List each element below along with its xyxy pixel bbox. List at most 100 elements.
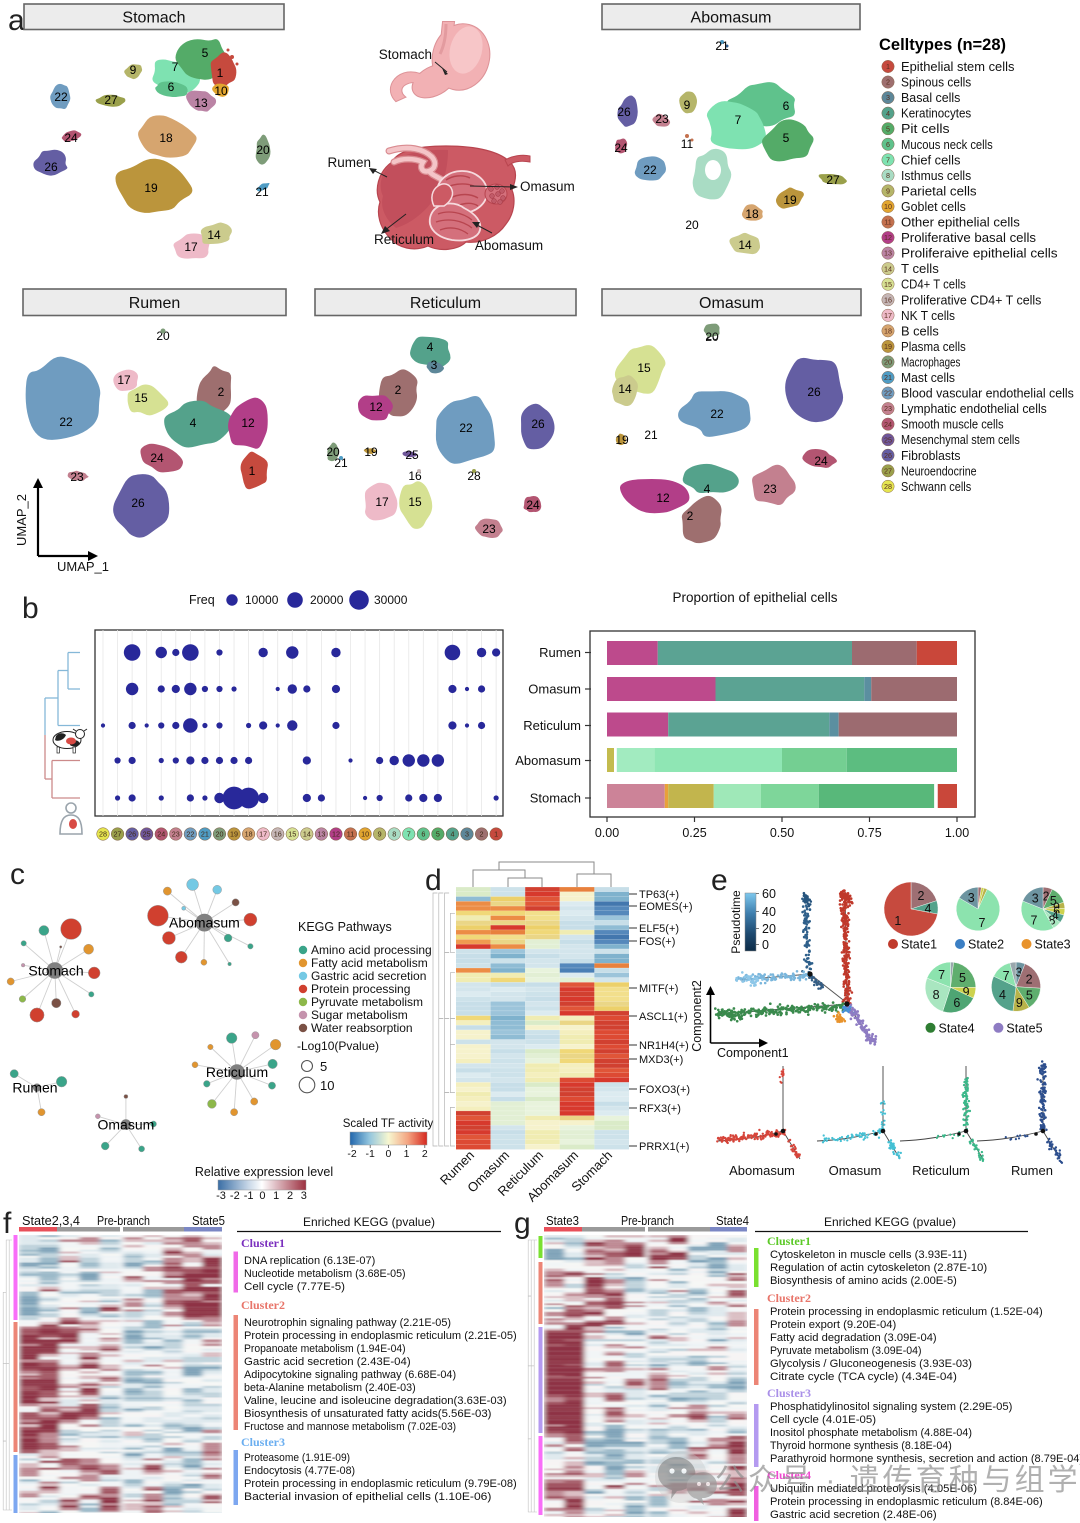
svg-text:State1: State1 — [901, 938, 937, 952]
svg-text:Basal cells: Basal cells — [901, 90, 961, 105]
svg-text:14: 14 — [738, 238, 752, 252]
svg-text:Parietal cells: Parietal cells — [901, 183, 977, 198]
svg-text:NR1H4(+): NR1H4(+) — [639, 1040, 689, 1052]
svg-text:7: 7 — [979, 916, 986, 930]
svg-text:RFX3(+): RFX3(+) — [639, 1103, 681, 1115]
svg-text:21: 21 — [715, 39, 729, 53]
svg-text:18: 18 — [745, 207, 759, 221]
svg-text:22: 22 — [884, 389, 892, 398]
svg-text:21: 21 — [715, 39, 729, 53]
svg-text:8: 8 — [933, 988, 940, 1002]
svg-text:6: 6 — [783, 99, 790, 113]
svg-text:22: 22 — [459, 421, 473, 435]
svg-text:26: 26 — [44, 160, 58, 174]
svg-text:22: 22 — [186, 830, 194, 839]
svg-text:26: 26 — [807, 385, 821, 399]
svg-text:Component2: Component2 — [690, 980, 704, 1052]
svg-text:Keratinocytes: Keratinocytes — [901, 106, 972, 121]
svg-text:26: 26 — [128, 830, 136, 839]
svg-text:26: 26 — [531, 417, 545, 431]
svg-text:B cells: B cells — [901, 323, 939, 338]
svg-text:Sugar metabolism: Sugar metabolism — [311, 1008, 408, 1022]
svg-text:0: 0 — [259, 1190, 265, 1202]
svg-text:Omasum: Omasum — [528, 682, 581, 697]
svg-text:Stomach: Stomach — [28, 963, 83, 979]
svg-text:22: 22 — [643, 163, 657, 177]
svg-text:Mesenchymal stem cells: Mesenchymal stem cells — [901, 432, 1020, 447]
svg-text:10: 10 — [214, 84, 228, 98]
svg-text:Stomach: Stomach — [122, 9, 185, 26]
svg-text:15: 15 — [637, 361, 651, 375]
svg-text:Lymphatic endothelial cells: Lymphatic endothelial cells — [901, 401, 1047, 416]
svg-text:Abomasum: Abomasum — [169, 915, 240, 931]
svg-text:Freq: Freq — [189, 593, 215, 607]
svg-text:1: 1 — [494, 830, 498, 839]
svg-text:Rumen: Rumen — [12, 1080, 57, 1096]
svg-text:28: 28 — [99, 830, 107, 839]
svg-text:60: 60 — [762, 887, 776, 901]
svg-text:6: 6 — [1053, 905, 1060, 919]
svg-text:0.75: 0.75 — [857, 826, 881, 840]
svg-text:1: 1 — [886, 62, 890, 71]
svg-text:14: 14 — [303, 830, 311, 839]
svg-text:14: 14 — [207, 228, 221, 242]
svg-text:FOS(+): FOS(+) — [639, 936, 675, 948]
svg-text:9: 9 — [684, 98, 691, 112]
svg-text:Pyruvate metabolism: Pyruvate metabolism — [311, 995, 423, 1009]
svg-text:a: a — [8, 4, 25, 37]
svg-text:24: 24 — [814, 454, 828, 468]
svg-text:0: 0 — [762, 938, 769, 952]
svg-text:4: 4 — [886, 109, 890, 118]
svg-text:20: 20 — [326, 445, 340, 459]
svg-text:27: 27 — [884, 466, 892, 475]
svg-text:24: 24 — [614, 141, 628, 155]
svg-text:21: 21 — [334, 456, 348, 470]
svg-text:18: 18 — [159, 131, 173, 145]
svg-text:UMAP_1: UMAP_1 — [57, 559, 109, 574]
svg-text:9: 9 — [886, 187, 890, 196]
svg-text:3: 3 — [886, 93, 890, 102]
svg-text:15: 15 — [408, 495, 422, 509]
svg-text:ELF5(+): ELF5(+) — [639, 923, 679, 935]
svg-text:27: 27 — [826, 173, 840, 187]
svg-text:5: 5 — [202, 46, 209, 60]
svg-text:4: 4 — [704, 482, 711, 496]
svg-text:2: 2 — [287, 1190, 293, 1202]
svg-text:5: 5 — [1026, 989, 1033, 1003]
svg-text:7: 7 — [1030, 913, 1037, 927]
svg-text:1: 1 — [217, 66, 224, 80]
svg-text:9: 9 — [1053, 901, 1060, 915]
svg-text:Water reabsorption: Water reabsorption — [311, 1021, 413, 1035]
svg-text:15: 15 — [134, 391, 148, 405]
svg-text:Reticulum: Reticulum — [206, 1064, 268, 1080]
svg-text:Stomach: Stomach — [379, 47, 432, 62]
svg-text:Schwann cells: Schwann cells — [901, 479, 972, 494]
svg-text:-2: -2 — [230, 1190, 240, 1202]
svg-text:MITF(+): MITF(+) — [639, 983, 678, 995]
svg-text:15: 15 — [884, 280, 892, 289]
svg-text:Celltypes (n=28): Celltypes (n=28) — [879, 36, 1006, 54]
svg-text:Omasum: Omasum — [829, 1163, 882, 1178]
svg-text:9: 9 — [378, 830, 382, 839]
svg-text:8: 8 — [392, 830, 396, 839]
svg-text:8: 8 — [1048, 913, 1055, 927]
svg-text:Component1: Component1 — [717, 1046, 789, 1060]
svg-text:12: 12 — [656, 491, 670, 505]
svg-text:23: 23 — [70, 470, 84, 484]
svg-text:11: 11 — [884, 218, 891, 227]
svg-text:19: 19 — [144, 181, 158, 195]
svg-text:Rumen: Rumen — [1011, 1163, 1053, 1178]
svg-text:13: 13 — [884, 249, 892, 258]
svg-text:26: 26 — [884, 451, 892, 460]
svg-text:17: 17 — [117, 373, 131, 387]
svg-text:17: 17 — [375, 495, 389, 509]
svg-text:Isthmus cells: Isthmus cells — [901, 168, 972, 183]
svg-text:20: 20 — [156, 329, 170, 343]
svg-text:-Log10(Pvalue): -Log10(Pvalue) — [297, 1039, 379, 1053]
svg-text:2: 2 — [918, 889, 925, 903]
svg-text:30000: 30000 — [374, 593, 408, 607]
svg-text:UMAP_2: UMAP_2 — [14, 494, 29, 546]
svg-text:13: 13 — [317, 830, 325, 839]
svg-text:ASCL1(+): ASCL1(+) — [639, 1011, 688, 1023]
svg-text:NK T cells: NK T cells — [901, 308, 955, 323]
